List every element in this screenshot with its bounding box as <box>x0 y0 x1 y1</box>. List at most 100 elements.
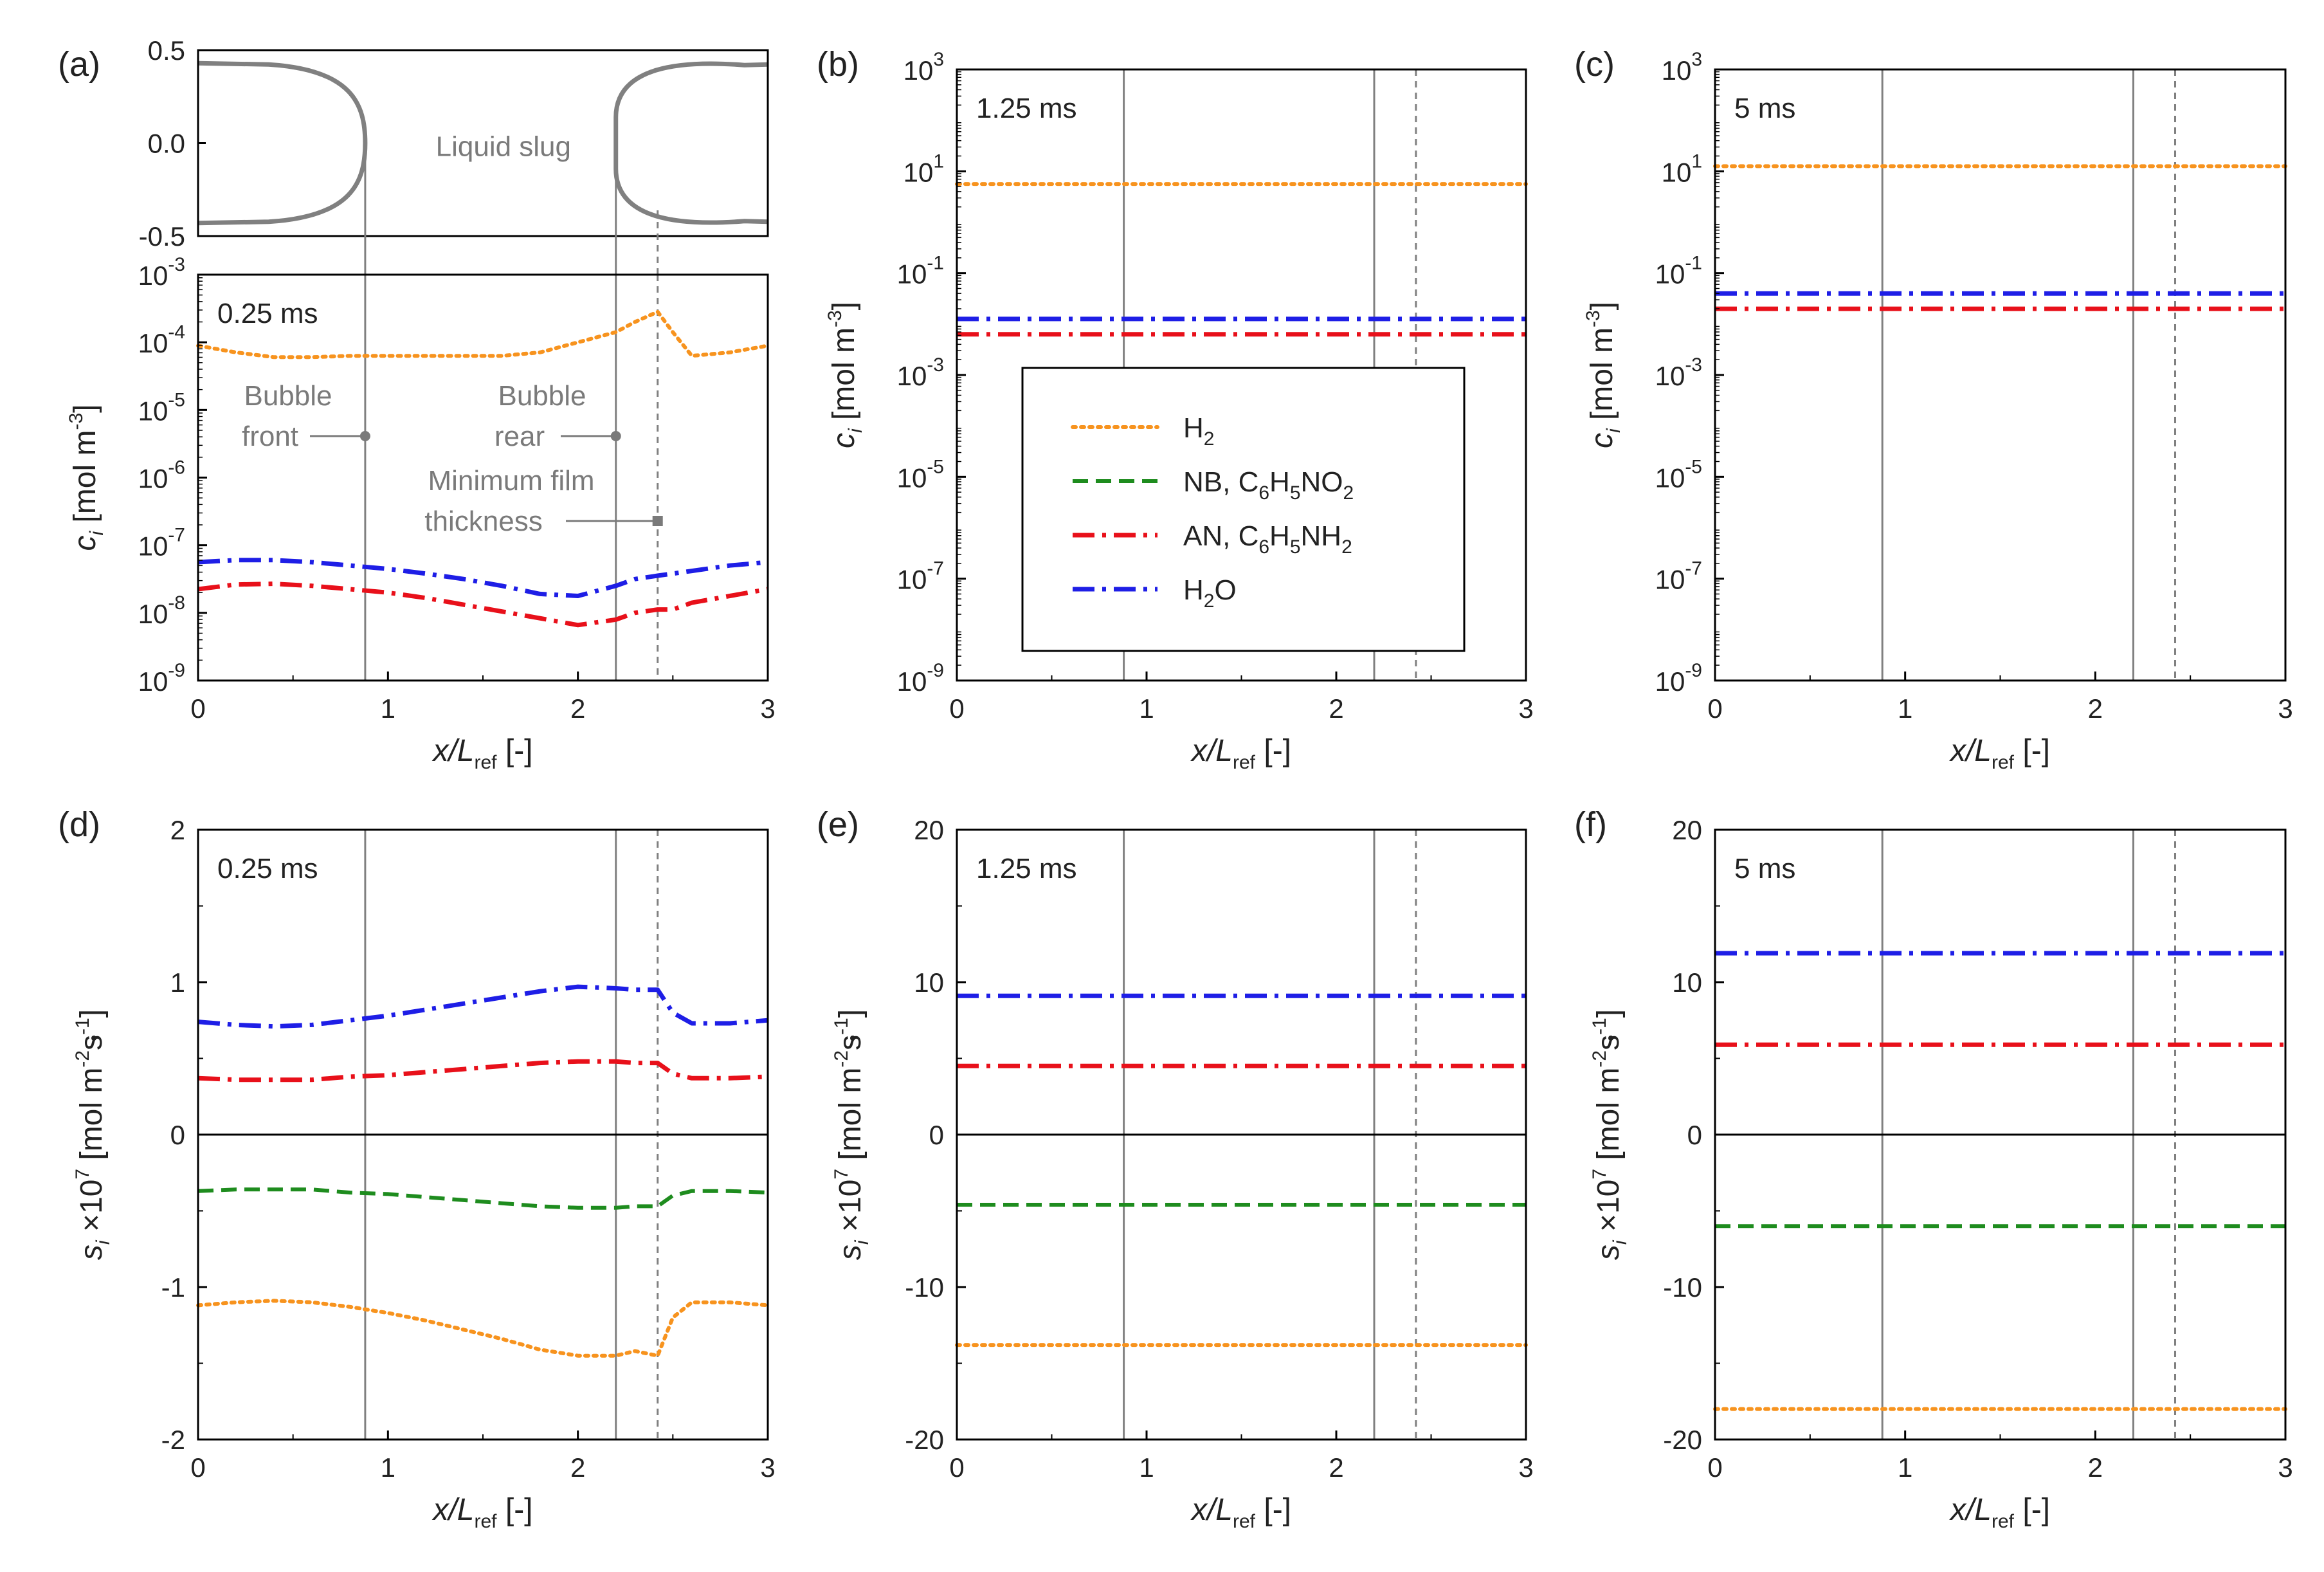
text-part: 6 <box>1258 536 1269 558</box>
time-label: 0.25 ms <box>217 853 318 884</box>
y-tick-label: 10-3 <box>897 354 944 391</box>
series-an-line <box>197 1059 768 1083</box>
plot-frame <box>956 828 1527 1441</box>
y-tick-exponent: -9 <box>927 660 944 681</box>
y-tick-base: 10 <box>1662 157 1692 187</box>
y-axis-label: ci [mol m-3] <box>824 302 866 448</box>
x-axis-label: x/Lref [-] <box>431 734 532 773</box>
pointer-dot <box>359 431 370 441</box>
text-part: [-] <box>2014 734 2050 768</box>
y-tick-label: 103 <box>1662 49 1702 86</box>
y-tick-label: 10-8 <box>138 592 185 629</box>
text-part: i <box>1610 1239 1631 1245</box>
panel-label-e: (e) <box>817 805 859 844</box>
x-tick-label: 0 <box>1707 693 1722 724</box>
panel-a-geometry: 0.5 0.0 -0.5 Liquid slug <box>139 35 769 251</box>
text-part: [mol m <box>68 430 102 531</box>
text-part: [-] <box>1255 1493 1291 1527</box>
y-tick-exponent: -3 <box>168 254 185 275</box>
text-part: s <box>75 1245 109 1260</box>
y-tick-label: -20 <box>1663 1425 1702 1455</box>
legend-label-an: AN, C6H5NH2 <box>1183 520 1352 558</box>
text-part: x/L <box>431 734 474 768</box>
x-tick-label: 1 <box>1139 693 1154 724</box>
text-part: ref <box>475 1511 498 1532</box>
text-part: H <box>1269 466 1290 498</box>
text-part: 7 <box>831 1169 852 1180</box>
x-tick-label: 2 <box>570 1452 585 1483</box>
y-tick-label: -10 <box>1663 1272 1702 1302</box>
plot-frame <box>956 68 1527 682</box>
text-part: -1 <box>1589 1018 1610 1035</box>
y-tick-label: -0.5 <box>139 221 185 251</box>
x-tick-label: 2 <box>1329 1452 1343 1483</box>
text-part: [-] <box>1255 734 1291 768</box>
dot-accent <box>91 1036 96 1041</box>
bubble-front-shape <box>197 60 368 226</box>
plot-frame <box>1714 68 2287 682</box>
y-tick-label: 0.0 <box>148 129 185 159</box>
y-tick-label: 1 <box>170 967 185 998</box>
y-tick-label: 10-9 <box>1655 660 1702 697</box>
y-tick-label: 10-4 <box>138 322 185 358</box>
y-tick-exponent: -3 <box>927 354 944 376</box>
y-tick-exponent: -5 <box>168 389 185 410</box>
y-tick-base: 10 <box>1655 666 1685 697</box>
y-tick-label: 2 <box>170 815 185 845</box>
text-part: -3 <box>66 413 87 430</box>
series-h2-line <box>196 1299 770 1358</box>
x-tick-label: 3 <box>2278 693 2292 724</box>
series-h2-line <box>196 309 770 360</box>
y-tick-label: 10-7 <box>897 558 944 595</box>
text-part: H <box>1183 412 1204 444</box>
text-part: c <box>827 433 861 448</box>
text-part: ref <box>1233 1511 1256 1532</box>
text-part: O <box>1214 574 1236 606</box>
x-tick-label: 1 <box>1139 1452 1154 1483</box>
y-tick-label: 10-1 <box>897 253 944 289</box>
text-part: 2 <box>1204 590 1215 612</box>
y-tick-base: 10 <box>138 531 168 562</box>
text-part: ×10 <box>1592 1180 1626 1241</box>
panel-a: (a)10-910-810-710-610-510-410-30 1 2 3x/Lre… <box>58 45 776 773</box>
dot-accent <box>850 1036 855 1041</box>
y-axis-label: si ×107 [mol m-2s-1] <box>831 1009 873 1260</box>
text-part: i <box>93 1239 114 1245</box>
y-axis-label: ci [mol m-3] <box>1583 302 1624 448</box>
text-part: x/L <box>431 1493 474 1527</box>
x-axis-label: x/Lref [-] <box>1190 1493 1291 1532</box>
x-tick-label: 0 <box>190 693 205 724</box>
text-part: i <box>86 531 107 536</box>
x-tick-label: 1 <box>381 1452 395 1483</box>
y-tick-exponent: -4 <box>168 322 185 343</box>
x-tick-label: 2 <box>570 693 585 724</box>
x-axis-label: x/Lref [-] <box>1949 1493 2050 1532</box>
series-h2o-line <box>197 558 768 598</box>
text-part: -1 <box>72 1018 93 1035</box>
y-axis-label: si ×107 [mol m-2s-1] <box>1589 1009 1631 1260</box>
min-film-label: thickness <box>424 506 542 537</box>
text-part: 5 <box>1290 482 1301 504</box>
y-tick-base: 10 <box>1655 259 1685 289</box>
y-tick-label: -20 <box>905 1425 944 1455</box>
text-part: ] <box>1592 1009 1626 1018</box>
y-tick-base: 10 <box>138 599 168 629</box>
y-tick-base: 10 <box>897 259 927 289</box>
panel-f: (f) -20 -10 0 10 20 0 1 2 3 x/Lref [-] si ×107 [mol… <box>1574 805 2293 1532</box>
text-part: -2 <box>831 1050 852 1068</box>
y-tick-label: 10-5 <box>138 389 185 426</box>
y-tick-label: 20 <box>1672 815 1702 845</box>
y-tick-base: 10 <box>903 55 934 86</box>
text-part: [mol m <box>833 1068 867 1169</box>
text-part: [mol m <box>75 1068 109 1169</box>
bubble-rear-label: Bubble <box>498 380 586 412</box>
y-tick-base: 10 <box>138 260 168 291</box>
text-part: [mol m <box>1585 327 1619 428</box>
text-part: i <box>845 428 866 433</box>
x-tick-label: 0 <box>949 1452 964 1483</box>
y-tick-exponent: 3 <box>933 49 944 70</box>
text-part: AN, C <box>1183 520 1258 552</box>
x-tick-label: 2 <box>1329 693 1343 724</box>
